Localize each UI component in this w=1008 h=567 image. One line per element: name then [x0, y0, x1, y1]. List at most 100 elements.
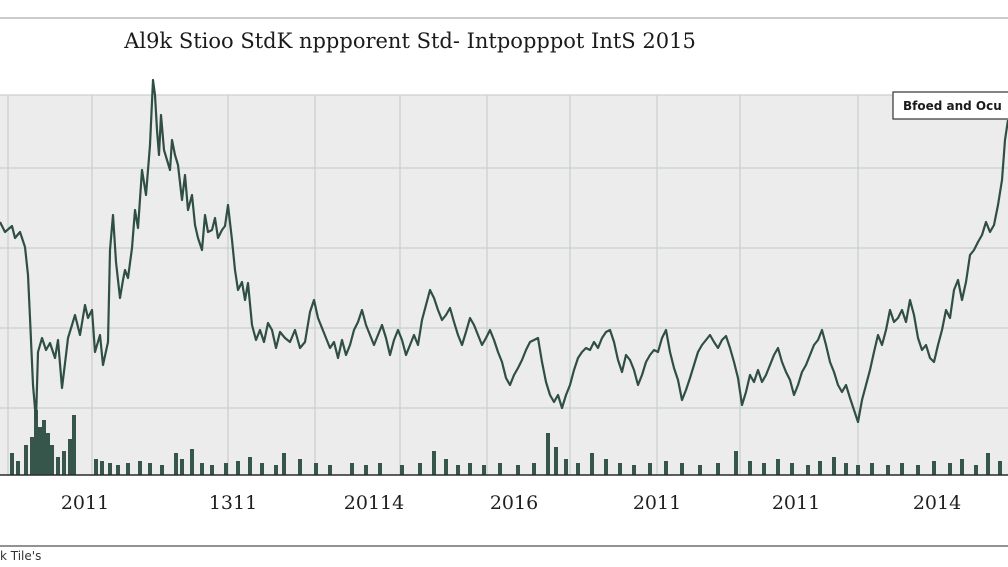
volume-bar-79: [986, 453, 990, 475]
volume-bar-33: [314, 463, 318, 475]
volume-bar-32: [298, 459, 302, 475]
volume-bar-74: [916, 465, 920, 475]
volume-bar-52: [590, 453, 594, 475]
volume-bar-68: [832, 457, 836, 475]
volume-bar-46: [516, 465, 520, 475]
volume-bar-29: [260, 463, 264, 475]
volume-bar-67: [818, 461, 822, 475]
volume-bar-38: [400, 465, 404, 475]
volume-bar-40: [432, 451, 436, 475]
volume-bar-64: [776, 459, 780, 475]
volume-bar-16: [116, 465, 120, 475]
footer-label: k Tile's: [0, 549, 41, 563]
volume-bar-43: [468, 463, 472, 475]
volume-bar-18: [138, 461, 142, 475]
volume-bar-59: [698, 465, 702, 475]
volume-bar-54: [618, 463, 622, 475]
legend-label: Bfoed and Ocu: [903, 99, 1002, 113]
volume-bar-1: [16, 461, 20, 475]
volume-bar-12: [72, 415, 76, 475]
volume-bar-53: [604, 459, 608, 475]
x-tick-label-3: 2016: [490, 492, 538, 514]
volume-bar-75: [932, 461, 936, 475]
volume-bar-0: [10, 453, 14, 475]
volume-bar-28: [248, 457, 252, 475]
volume-bar-50: [564, 459, 568, 475]
volume-bar-69: [844, 463, 848, 475]
x-tick-label-0: 2011: [61, 492, 109, 514]
volume-bar-7: [46, 433, 50, 475]
volume-bar-9: [56, 457, 60, 475]
volume-bar-30: [274, 465, 278, 475]
volume-bar-58: [680, 463, 684, 475]
volume-bar-66: [806, 465, 810, 475]
volume-bar-44: [482, 465, 486, 475]
volume-bar-10: [62, 451, 66, 475]
price-line: [0, 78, 1008, 424]
volume-bar-6: [42, 420, 46, 475]
volume-bar-13: [94, 459, 98, 475]
volume-bar-2: [24, 445, 28, 475]
volume-bar-56: [648, 463, 652, 475]
volume-bar-20: [160, 465, 164, 475]
volume-bar-55: [632, 465, 636, 475]
volume-bar-17: [126, 463, 130, 475]
volume-bar-36: [364, 465, 368, 475]
chart-title: Al9k Stioo StdK nppporent Std- Intpopppo…: [123, 29, 696, 53]
volume-bar-11: [68, 439, 72, 475]
volume-bar-34: [328, 465, 332, 475]
volume-bar-61: [734, 451, 738, 475]
volume-bar-70: [856, 465, 860, 475]
volume-bar-27: [236, 461, 240, 475]
volume-bar-48: [546, 433, 550, 475]
volume-bar-60: [716, 463, 720, 475]
volume-bar-49: [554, 447, 558, 475]
volume-bar-76: [948, 463, 952, 475]
volume-bars: [10, 410, 1002, 475]
plot-area: [0, 95, 1008, 475]
volume-bar-78: [974, 465, 978, 475]
volume-bar-80: [998, 461, 1002, 475]
volume-bar-72: [886, 465, 890, 475]
volume-bar-45: [498, 463, 502, 475]
volume-bar-77: [960, 459, 964, 475]
volume-bar-39: [418, 463, 422, 475]
legend: Bfoed and Ocu: [892, 91, 1008, 120]
volume-bar-14: [100, 461, 104, 475]
x-tick-label-2: 20114: [344, 492, 404, 514]
x-axis-tick-labels: 2011 1311 20114 2016 2011 2011 2014: [61, 492, 961, 514]
volume-bar-71: [870, 463, 874, 475]
volume-bar-19: [148, 463, 152, 475]
volume-bar-47: [532, 463, 536, 475]
volume-bar-22: [180, 459, 184, 475]
volume-bar-26: [224, 463, 228, 475]
volume-bar-57: [664, 461, 668, 475]
volume-bar-51: [576, 463, 580, 475]
legend-box: [892, 91, 1008, 120]
volume-bar-3: [30, 437, 34, 475]
x-tick-label-6: 2014: [913, 492, 961, 514]
volume-bar-42: [456, 465, 460, 475]
volume-bar-15: [108, 463, 112, 475]
volume-bar-37: [378, 463, 382, 475]
volume-bar-23: [190, 449, 194, 475]
volume-bar-41: [444, 459, 448, 475]
x-tick-label-4: 2011: [633, 492, 681, 514]
volume-bar-5: [38, 427, 42, 475]
x-tick-label-5: 2011: [772, 492, 820, 514]
volume-bar-31: [282, 453, 286, 475]
x-tick-label-1: 1311: [209, 492, 257, 514]
volume-bar-21: [174, 453, 178, 475]
volume-bar-35: [350, 463, 354, 475]
volume-bar-8: [50, 445, 54, 475]
volume-bar-63: [762, 463, 766, 475]
volume-bar-25: [210, 465, 214, 475]
volume-bar-4: [34, 410, 38, 475]
volume-bar-24: [200, 463, 204, 475]
gridlines: [0, 94, 1008, 475]
volume-bar-65: [790, 463, 794, 475]
volume-bar-62: [748, 461, 752, 475]
volume-bar-73: [900, 463, 904, 475]
